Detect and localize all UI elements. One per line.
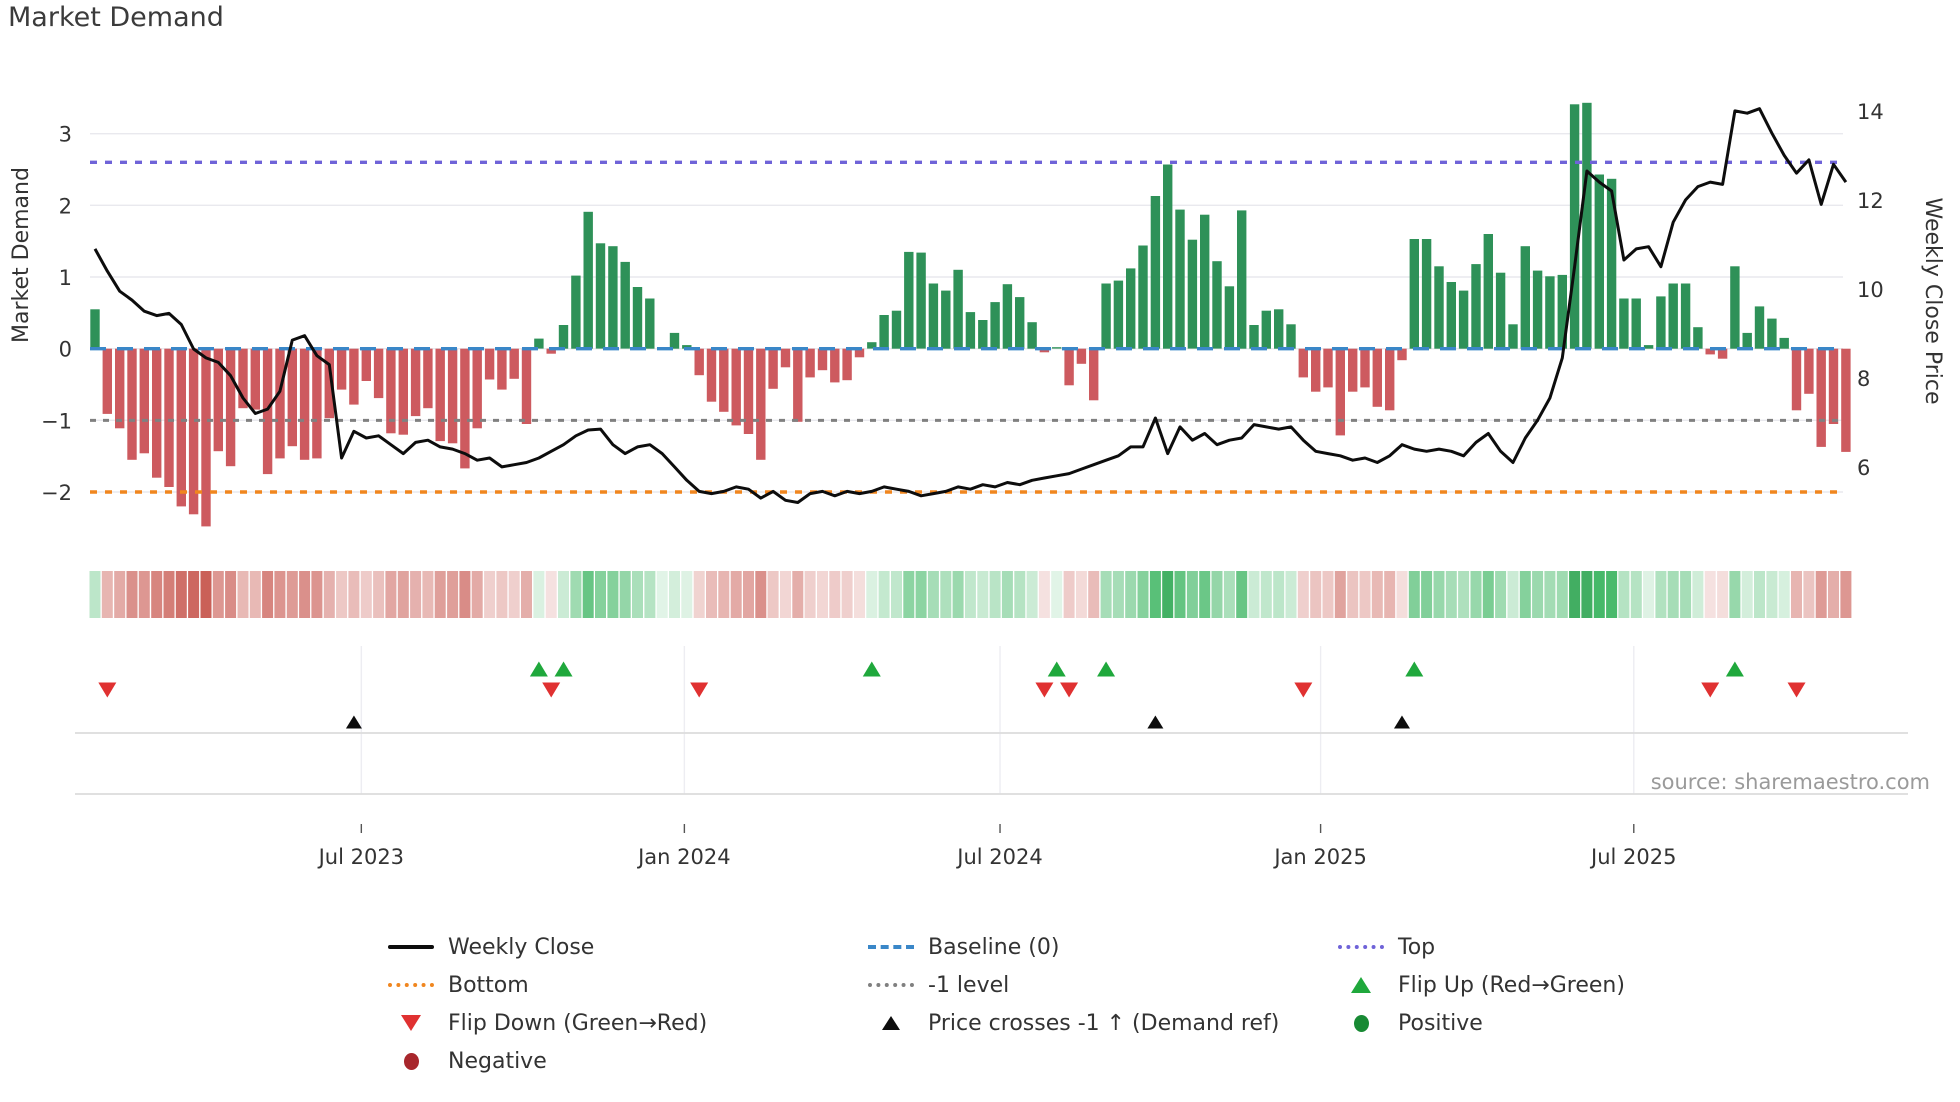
- legend-label: Top: [1398, 934, 1436, 960]
- legend-item-minus1: -1 level: [868, 970, 1338, 1000]
- baseline-dash-icon: [868, 935, 914, 959]
- legend-item-price-cross: Price crosses -1 ↑ (Demand ref): [868, 1008, 1338, 1038]
- svg-text:−2: −2: [41, 481, 72, 505]
- legend-label: -1 level: [928, 972, 1010, 998]
- legend-label: Positive: [1398, 1010, 1483, 1036]
- demand-heatmap-strip: [89, 571, 1852, 618]
- chart-legend: Weekly Close Baseline (0) Top Bottom -1 …: [388, 932, 1948, 1076]
- positive-circle-icon: [1338, 1011, 1384, 1035]
- legend-label: Price crosses -1 ↑ (Demand ref): [928, 1010, 1280, 1036]
- svg-text:Jul 2025: Jul 2025: [1589, 845, 1676, 869]
- legend-item-flip-up: Flip Up (Red→Green): [1338, 970, 1948, 1000]
- legend-label: Bottom: [448, 972, 529, 998]
- legend-item-negative: Negative: [388, 1046, 868, 1076]
- demand-bars: [90, 102, 1851, 527]
- level-lines: [90, 160, 1843, 494]
- weekly-close-line: [93, 107, 1848, 504]
- svg-text:−1: −1: [41, 409, 72, 433]
- source-credit: source: sharemaestro.com: [1650, 770, 1930, 794]
- svg-text:8: 8: [1857, 367, 1870, 391]
- svg-text:Jul 2023: Jul 2023: [317, 845, 404, 869]
- legend-label: Flip Up (Red→Green): [1398, 972, 1625, 998]
- svg-text:2: 2: [59, 194, 72, 218]
- svg-text:3: 3: [59, 123, 72, 147]
- legend-item-bottom: Bottom: [388, 970, 868, 1000]
- svg-text:14: 14: [1857, 100, 1884, 124]
- legend-item-top: Top: [1338, 932, 1948, 962]
- legend-item-flip-down: Flip Down (Green→Red): [388, 1008, 868, 1038]
- legend-label: Baseline (0): [928, 934, 1060, 960]
- chart-title: Market Demand: [8, 2, 224, 33]
- price-cross-triangle-icon: [868, 1011, 914, 1035]
- left-axis-label: Market Demand: [9, 167, 34, 343]
- svg-text:Jan 2025: Jan 2025: [1272, 845, 1367, 869]
- negative-circle-icon: [388, 1049, 434, 1073]
- svg-text:0: 0: [59, 338, 72, 362]
- legend-label: Flip Down (Green→Red): [448, 1010, 708, 1036]
- minus1-dotted-icon: [868, 973, 914, 997]
- svg-text:12: 12: [1857, 189, 1884, 213]
- weekly-close-line-icon: [388, 935, 434, 959]
- svg-text:Jul 2024: Jul 2024: [955, 845, 1042, 869]
- legend-item-weekly-close: Weekly Close: [388, 932, 868, 962]
- signal-markers: [98, 661, 1806, 729]
- legend-item-baseline: Baseline (0): [868, 932, 1338, 962]
- svg-text:Jan 2024: Jan 2024: [636, 845, 731, 869]
- right-axis-label: Weekly Close Price: [1920, 197, 1945, 405]
- legend-item-positive: Positive: [1338, 1008, 1948, 1038]
- legend-label: Weekly Close: [448, 934, 595, 960]
- legend-label: Negative: [448, 1048, 547, 1074]
- bottom-dotted-icon: [388, 973, 434, 997]
- flip-up-triangle-icon: [1338, 973, 1384, 997]
- svg-text:10: 10: [1857, 278, 1884, 302]
- svg-text:6: 6: [1857, 456, 1870, 480]
- svg-text:1: 1: [59, 266, 72, 290]
- marker-panel-lines: [75, 732, 1908, 795]
- flip-down-triangle-icon: [388, 1011, 434, 1035]
- top-dotted-icon: [1338, 935, 1384, 959]
